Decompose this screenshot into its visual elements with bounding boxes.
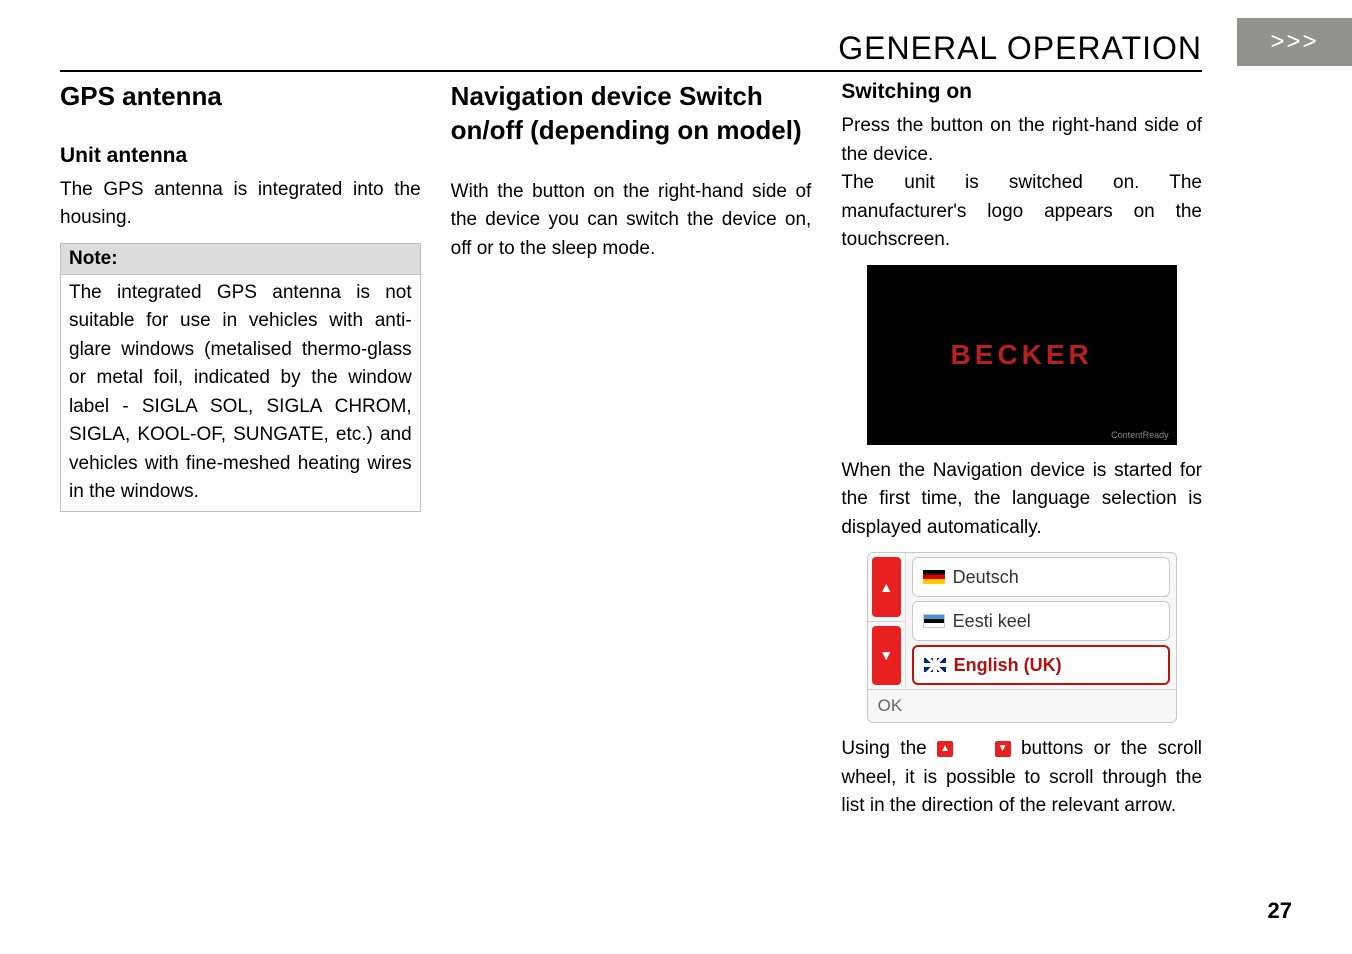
note-box: Note: The integrated GPS antenna is not … xyxy=(60,243,421,512)
header-rule xyxy=(60,70,1202,72)
language-label: Deutsch xyxy=(953,567,1019,588)
col2-paragraph: With the button on the right-hand side o… xyxy=(451,178,812,264)
col1-subheading: Unit antenna xyxy=(60,144,421,168)
p4-part-a: Using the xyxy=(841,738,937,759)
page-number: 27 xyxy=(1268,898,1292,924)
column-1: GPS antenna Unit antenna The GPS antenna… xyxy=(60,80,421,874)
note-label: Note: xyxy=(61,244,420,275)
logo-subtext: ContentReady xyxy=(1111,430,1169,440)
column-3: Switching on Press the button on the rig… xyxy=(841,80,1202,874)
inline-up-icon: ▲ xyxy=(937,741,953,757)
col3-p4: Using the ▲ ▼ buttons or the scroll whee… xyxy=(841,735,1202,821)
language-item-english-uk[interactable]: English (UK) xyxy=(912,645,1170,685)
scroll-arrows-column: ▲ ▼ xyxy=(868,553,906,689)
flag-de-icon xyxy=(923,570,945,584)
scroll-up-button[interactable]: ▲ xyxy=(872,557,901,617)
column-2: Navigation device Switch on/off (dependi… xyxy=(451,80,812,874)
content-columns: GPS antenna Unit antenna The GPS antenna… xyxy=(60,80,1202,874)
language-panel-top: ▲ ▼ Deutsch Eesti keel English xyxy=(868,553,1176,689)
col1-paragraph: The GPS antenna is integrated into the h… xyxy=(60,176,421,233)
note-body: The integrated GPS antenna is not suitab… xyxy=(61,275,420,511)
section-title: GENERAL OPERATION xyxy=(838,30,1202,67)
col3-p3: When the Navigation device is started fo… xyxy=(841,457,1202,543)
side-tab-marker: >>> xyxy=(1237,18,1352,66)
ok-button-row[interactable]: OK xyxy=(868,689,1176,722)
language-selection-panel: ▲ ▼ Deutsch Eesti keel English xyxy=(867,552,1177,723)
col3-p1: Press the button on the right-hand side … xyxy=(841,112,1202,169)
arrow-divider xyxy=(868,621,905,622)
startup-logo-screen: BECKER ContentReady xyxy=(867,265,1177,445)
inline-down-icon: ▼ xyxy=(995,741,1011,757)
brand-logo-text: BECKER xyxy=(951,339,1093,371)
col3-subheading: Switching on xyxy=(841,80,1202,104)
language-item-deutsch[interactable]: Deutsch xyxy=(912,557,1170,597)
flag-uk-icon xyxy=(924,658,946,672)
language-list: Deutsch Eesti keel English (UK) xyxy=(906,553,1176,689)
col2-heading: Navigation device Switch on/off (dependi… xyxy=(451,80,812,148)
flag-ee-icon xyxy=(923,614,945,628)
scroll-down-button[interactable]: ▼ xyxy=(872,626,901,686)
col1-heading: GPS antenna xyxy=(60,80,421,114)
language-label: English (UK) xyxy=(954,655,1062,676)
language-label: Eesti keel xyxy=(953,611,1031,632)
language-item-eesti[interactable]: Eesti keel xyxy=(912,601,1170,641)
col3-p2: The unit is switched on. The manufacture… xyxy=(841,169,1202,255)
